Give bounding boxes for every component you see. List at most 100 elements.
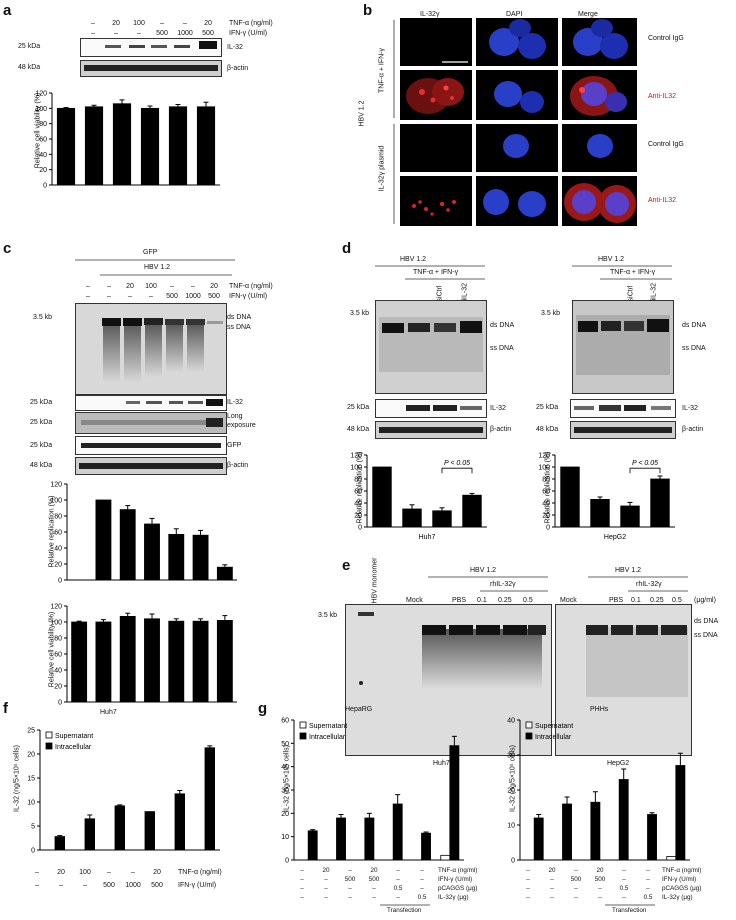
c-gfp-label: GFP — [143, 249, 158, 256]
y-tick-label: 20 — [542, 513, 550, 520]
y-tick-label: 30 — [281, 788, 289, 795]
c-southern-blot — [75, 303, 227, 395]
g-left-transfection-line — [380, 904, 430, 906]
d-right-actin-blot — [570, 421, 676, 439]
panel-label-c: c — [3, 240, 12, 257]
y-tick-label: 100 — [538, 465, 550, 472]
condition-cell: – — [526, 876, 530, 883]
e-mock-left: Mock — [406, 597, 423, 604]
chart-c-replication: 0 20 40 60 80 100 120 — [50, 482, 237, 585]
condition-cell: – — [324, 876, 328, 883]
condition-cell: 20 — [370, 867, 378, 874]
e-left-line1 — [428, 576, 548, 578]
condition-cell: 20 — [204, 20, 212, 27]
y-tick-label: 10 — [281, 834, 289, 841]
condition-cell: – — [372, 894, 376, 901]
bar — [560, 466, 580, 528]
y-tick-label: 80 — [354, 477, 362, 484]
d-left-ssdna: ss DNA — [490, 345, 514, 352]
condition-cell: 20 — [112, 20, 120, 27]
condition-cell: – — [107, 869, 111, 876]
c-il32-blot — [75, 395, 227, 411]
c-ifn-label: IFN-γ (U/ml) — [229, 293, 268, 300]
e-dose2-left: 0.25 — [498, 597, 512, 604]
y-tick-label: 100 — [50, 498, 62, 505]
chart-d-huh7: 0 20 40 60 80 100 120 P < 0.05 Huh7 — [350, 453, 487, 541]
d-left-line2 — [405, 278, 485, 280]
bar — [533, 817, 544, 861]
d-right-il32: IL-32 — [682, 405, 698, 412]
panel-label-a: a — [3, 2, 12, 19]
f-title: Huh7 — [100, 709, 117, 716]
condition-cell: 500 — [151, 882, 163, 889]
b-r1-il32 — [400, 18, 472, 66]
g-right-ifn-label: IFN-γ (U/ml) — [662, 876, 697, 883]
condition-cell: – — [86, 293, 90, 300]
e-right-southern — [555, 604, 692, 756]
y-tick-label: 0 — [43, 183, 47, 190]
a-tnf-label: TNF-α (ng/ml) — [229, 20, 273, 27]
c-long-label: Long — [227, 413, 243, 420]
chart-c-viability: 0 20 40 60 80 100 120 — [50, 604, 237, 707]
bar — [112, 103, 132, 186]
condition-cell: – — [372, 885, 376, 892]
b-row4-label: Anti-IL32 — [648, 197, 677, 204]
condition-cell: 1000 — [125, 882, 141, 889]
bar — [192, 534, 209, 581]
condition-cell: – — [646, 876, 650, 883]
a-kda25: 25 kDa — [18, 43, 41, 50]
c-southern-bands — [102, 318, 223, 382]
y-tick-label: 20 — [354, 513, 362, 520]
f-tnf-label: TNF-α (ng/ml) — [178, 869, 222, 876]
condition-cell: – — [622, 867, 626, 874]
condition-cell: 0.5 — [643, 894, 653, 901]
bar — [95, 499, 112, 581]
y-tick-label: 0 — [58, 700, 62, 707]
y-tick-label: 80 — [54, 514, 62, 521]
c-il32-label: IL-32 — [227, 399, 243, 406]
g-right-pc-label: pCAGGS (μg) — [662, 885, 702, 892]
condition-cell: – — [114, 30, 118, 37]
condition-cell: – — [86, 283, 90, 290]
c-gfp-band-label: GFP — [227, 442, 242, 449]
bar — [84, 818, 96, 851]
bar — [432, 510, 452, 528]
d-right-kb35: 3.5 kb — [541, 310, 561, 317]
y-tick-label: 60 — [54, 530, 62, 537]
a-actin-label: β-actin — [227, 65, 249, 72]
a-kda48: 48 kDa — [18, 64, 41, 71]
bar — [562, 803, 572, 861]
b-row3-label: Control IgG — [648, 141, 684, 148]
e-right-line2 — [628, 590, 688, 592]
bar — [204, 747, 216, 851]
condition-cell: – — [598, 894, 602, 901]
condition-cell: – — [160, 20, 164, 27]
e-ssdna: ss DNA — [694, 632, 718, 639]
a-actin-bands — [84, 65, 218, 71]
condition-cell: – — [91, 20, 95, 27]
c-actin-label: β-actin — [227, 462, 249, 469]
bar — [462, 494, 482, 528]
condition-cell: – — [526, 885, 530, 892]
condition-cell: – — [137, 30, 141, 37]
y-tick-label: 80 — [39, 121, 47, 128]
g-left-ifn-label: IFN-γ (U/ml) — [438, 876, 473, 883]
condition-cell: – — [348, 885, 352, 892]
b-group1: TNF-α + IFN-γ — [378, 47, 386, 94]
legend-label: Supernatant — [535, 723, 573, 730]
d-right-hbv: HBV 1.2 — [598, 256, 625, 263]
e-dose3-right: 0.5 — [672, 597, 682, 604]
e-hbv-monomer: HBV monomer — [371, 557, 379, 604]
condition-cell: 0.5 — [619, 885, 629, 892]
chart-g-phhs: 0 10 20 30 40 Supernatant Intracellular — [507, 718, 690, 865]
bar — [440, 854, 451, 861]
c-kda25-a: 25 kDa — [30, 399, 53, 406]
c-hbv-label: HBV 1.2 — [144, 264, 171, 271]
bar — [71, 621, 88, 703]
bar — [216, 566, 233, 581]
bar — [56, 107, 76, 186]
y-tick-label: 80 — [542, 477, 550, 484]
bar — [620, 505, 640, 528]
chart-f-huh7: 0 5 10 15 20 25 Supernatant Intracellular — [27, 728, 220, 855]
bar — [119, 509, 136, 581]
